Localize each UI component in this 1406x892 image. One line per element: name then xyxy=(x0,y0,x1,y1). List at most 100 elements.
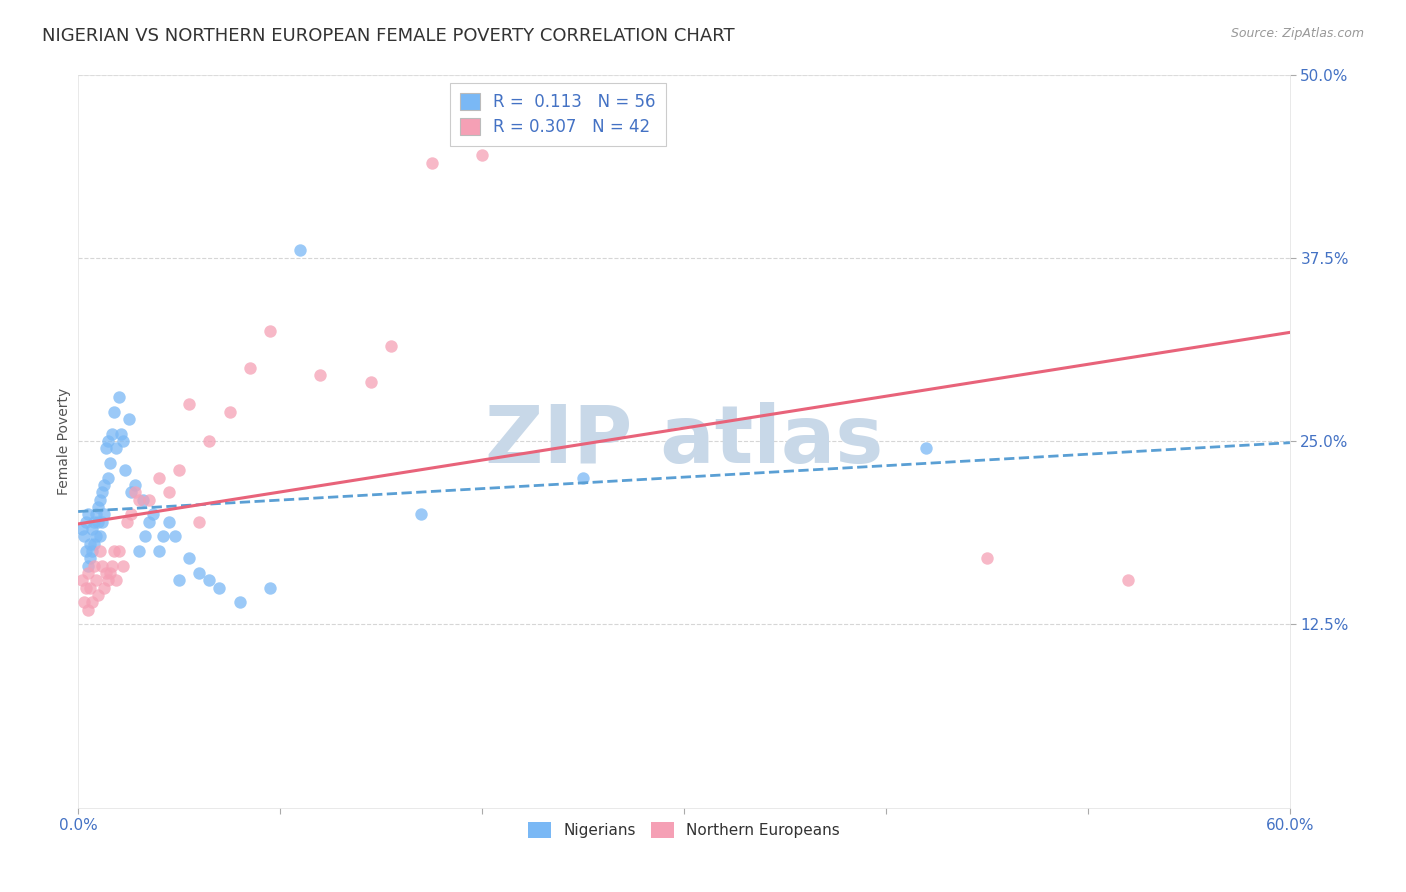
Point xyxy=(115,515,138,529)
Point xyxy=(97,434,120,449)
Point xyxy=(84,574,107,588)
Point xyxy=(84,529,107,543)
Point xyxy=(79,551,101,566)
Point xyxy=(75,515,97,529)
Point xyxy=(572,471,595,485)
Point xyxy=(110,426,132,441)
Point xyxy=(77,558,100,573)
Point xyxy=(152,529,174,543)
Point xyxy=(228,595,250,609)
Point xyxy=(83,515,105,529)
Point xyxy=(91,558,114,573)
Text: NIGERIAN VS NORTHERN EUROPEAN FEMALE POVERTY CORRELATION CHART: NIGERIAN VS NORTHERN EUROPEAN FEMALE POV… xyxy=(42,27,735,45)
Point xyxy=(84,508,107,522)
Point xyxy=(915,442,938,456)
Point xyxy=(96,566,118,581)
Point xyxy=(976,551,998,566)
Point xyxy=(309,368,332,383)
Point xyxy=(117,412,139,426)
Point xyxy=(96,442,118,456)
Point xyxy=(70,574,93,588)
Point xyxy=(124,485,146,500)
Point xyxy=(380,339,402,353)
Point xyxy=(157,515,180,529)
Point xyxy=(87,588,110,602)
Point xyxy=(73,595,96,609)
Point xyxy=(167,463,190,477)
Point xyxy=(471,148,494,162)
Point xyxy=(167,574,190,588)
Point xyxy=(128,544,150,558)
Point xyxy=(179,397,201,411)
Point xyxy=(105,574,128,588)
Point xyxy=(138,515,160,529)
Point xyxy=(91,485,114,500)
Point xyxy=(75,544,97,558)
Point xyxy=(97,471,120,485)
Y-axis label: Female Poverty: Female Poverty xyxy=(58,387,72,495)
Point xyxy=(70,522,93,536)
Point xyxy=(138,492,160,507)
Point xyxy=(93,478,115,492)
Point xyxy=(148,544,170,558)
Point xyxy=(114,463,136,477)
Point xyxy=(89,529,111,543)
Point xyxy=(188,515,211,529)
Point xyxy=(79,581,101,595)
Point xyxy=(239,360,262,375)
Point xyxy=(132,492,155,507)
Point xyxy=(134,529,156,543)
Point xyxy=(124,478,146,492)
Point xyxy=(101,558,124,573)
Point xyxy=(100,566,122,581)
Point xyxy=(73,529,96,543)
Point xyxy=(101,426,124,441)
Point xyxy=(290,244,312,258)
Point xyxy=(165,529,187,543)
Point xyxy=(103,544,125,558)
Point xyxy=(83,537,105,551)
Point xyxy=(1118,574,1140,588)
Point xyxy=(179,551,201,566)
Point xyxy=(111,558,134,573)
Point xyxy=(208,581,231,595)
Point xyxy=(89,544,111,558)
Point xyxy=(120,508,142,522)
Point xyxy=(107,544,129,558)
Point xyxy=(79,537,101,551)
Point xyxy=(198,434,221,449)
Point xyxy=(105,442,128,456)
Point xyxy=(75,581,97,595)
Point xyxy=(100,456,122,470)
Point xyxy=(411,508,433,522)
Point xyxy=(93,508,115,522)
Point xyxy=(87,500,110,515)
Point xyxy=(87,515,110,529)
Legend: Nigerians, Northern Europeans: Nigerians, Northern Europeans xyxy=(522,816,846,844)
Point xyxy=(77,508,100,522)
Point xyxy=(157,485,180,500)
Point xyxy=(82,595,104,609)
Point xyxy=(128,492,150,507)
Point xyxy=(360,376,382,390)
Point xyxy=(82,544,104,558)
Point xyxy=(89,492,111,507)
Point xyxy=(259,324,281,338)
Point xyxy=(198,574,221,588)
Point xyxy=(103,405,125,419)
Point xyxy=(107,390,129,404)
Point xyxy=(91,515,114,529)
Point xyxy=(188,566,211,581)
Point xyxy=(148,471,170,485)
Point xyxy=(82,522,104,536)
Point xyxy=(420,155,443,169)
Point xyxy=(83,558,105,573)
Point xyxy=(97,574,120,588)
Text: ZIP atlas: ZIP atlas xyxy=(485,402,883,480)
Point xyxy=(111,434,134,449)
Text: Source: ZipAtlas.com: Source: ZipAtlas.com xyxy=(1230,27,1364,40)
Point xyxy=(218,405,240,419)
Point xyxy=(259,581,281,595)
Point xyxy=(77,603,100,617)
Point xyxy=(142,508,165,522)
